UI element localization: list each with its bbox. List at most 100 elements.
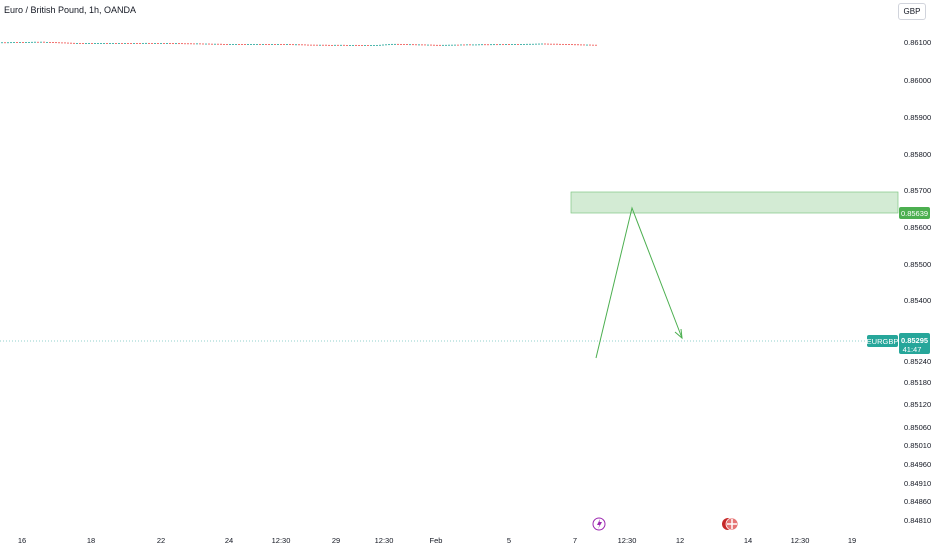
candle-body (280, 44, 282, 45)
time-tick: Feb (430, 536, 443, 545)
candle-body (301, 44, 303, 46)
candle-body (406, 44, 408, 45)
price-tick: 0.85010 (904, 441, 931, 450)
last-price-label: 0.85295 (901, 336, 928, 345)
currency-button[interactable]: GBP (898, 3, 926, 20)
candle-body (268, 44, 270, 45)
candle-body (565, 44, 567, 45)
candle-body (412, 44, 414, 46)
candle-body (199, 43, 201, 45)
candle-body (223, 44, 225, 45)
price-tick: 0.85600 (904, 223, 931, 232)
price-tick: 0.85700 (904, 186, 931, 195)
uk-flag-icon[interactable] (722, 517, 739, 531)
candle-body (37, 41, 39, 43)
time-tick: 16 (18, 536, 26, 545)
price-tick: 0.84810 (904, 516, 931, 525)
candle-body (553, 43, 555, 45)
candle-body (484, 44, 486, 46)
price-tick: 0.85180 (904, 378, 931, 387)
candle-body (25, 42, 27, 43)
candle-body (43, 41, 45, 43)
candle-body (70, 42, 72, 44)
candle-body (418, 44, 420, 46)
candle-body (277, 44, 279, 45)
candle-body (451, 44, 453, 46)
candle-body (112, 43, 114, 44)
candle-body (220, 43, 222, 45)
candle-body (106, 43, 108, 44)
candle-body (544, 43, 546, 45)
candle-body (568, 44, 570, 45)
candle-body (289, 44, 291, 45)
candle-body (481, 44, 483, 46)
candle-body (97, 43, 99, 44)
candle-body (514, 44, 516, 45)
candle-body (334, 44, 336, 46)
candle-body (136, 43, 138, 44)
candle-body (424, 44, 426, 46)
candle-body (64, 42, 66, 44)
candle-body (226, 44, 228, 45)
price-tick: 0.84910 (904, 479, 931, 488)
symbol-badge (867, 335, 898, 347)
candle-body (463, 44, 465, 46)
candle-body (88, 43, 90, 44)
candle-body (370, 45, 372, 46)
candle-body (142, 42, 144, 44)
candle-body (577, 44, 579, 46)
candle-body (205, 43, 207, 45)
candle-body (175, 43, 177, 45)
candle-body (571, 44, 573, 46)
candle-body (145, 42, 147, 44)
time-tick: 12:30 (375, 536, 394, 545)
candle-body (58, 42, 60, 44)
candle-body (535, 43, 537, 45)
candle-body (103, 43, 105, 44)
candle-body (307, 44, 309, 46)
lightning-icon[interactable] (592, 517, 606, 531)
candle-body (82, 43, 84, 44)
candle-body (202, 43, 204, 45)
candle-body (427, 44, 429, 46)
candle-body (340, 44, 342, 46)
candle-body (163, 43, 165, 44)
candle-body (10, 42, 12, 44)
price-tick: 0.84860 (904, 497, 931, 506)
candle-body (19, 42, 21, 43)
candle-body (310, 44, 312, 46)
candle-body (262, 44, 264, 45)
candle-body (232, 44, 234, 45)
candle-body (181, 43, 183, 45)
time-tick: 12:30 (791, 536, 810, 545)
candle-body (433, 44, 435, 46)
price-tick: 0.85400 (904, 296, 931, 305)
time-tick: 19 (848, 536, 856, 545)
candle-body (355, 44, 357, 46)
candle-body (517, 44, 519, 45)
time-tick: 12 (676, 536, 684, 545)
candle-body (382, 44, 384, 46)
resistance-zone (570, 191, 899, 214)
candle-body (490, 44, 492, 46)
candle-body (550, 43, 552, 45)
candle-body (13, 42, 15, 43)
candle-body (100, 43, 102, 44)
time-tick: 12:30 (272, 536, 291, 545)
candle-body (505, 44, 507, 45)
candle-body (166, 43, 168, 44)
candle-body (508, 44, 510, 45)
candle-body (562, 43, 564, 45)
zone-price-label: 0.85639 (901, 209, 928, 218)
candle-body (298, 44, 300, 46)
candle-body (346, 44, 348, 46)
candle-body (127, 43, 129, 44)
candle-body (259, 44, 261, 45)
candle-body (295, 44, 297, 46)
candle-body (580, 44, 582, 46)
candle-body (121, 43, 123, 44)
candle-body (361, 45, 363, 46)
candle-body (313, 44, 315, 46)
candle-body (130, 43, 132, 44)
